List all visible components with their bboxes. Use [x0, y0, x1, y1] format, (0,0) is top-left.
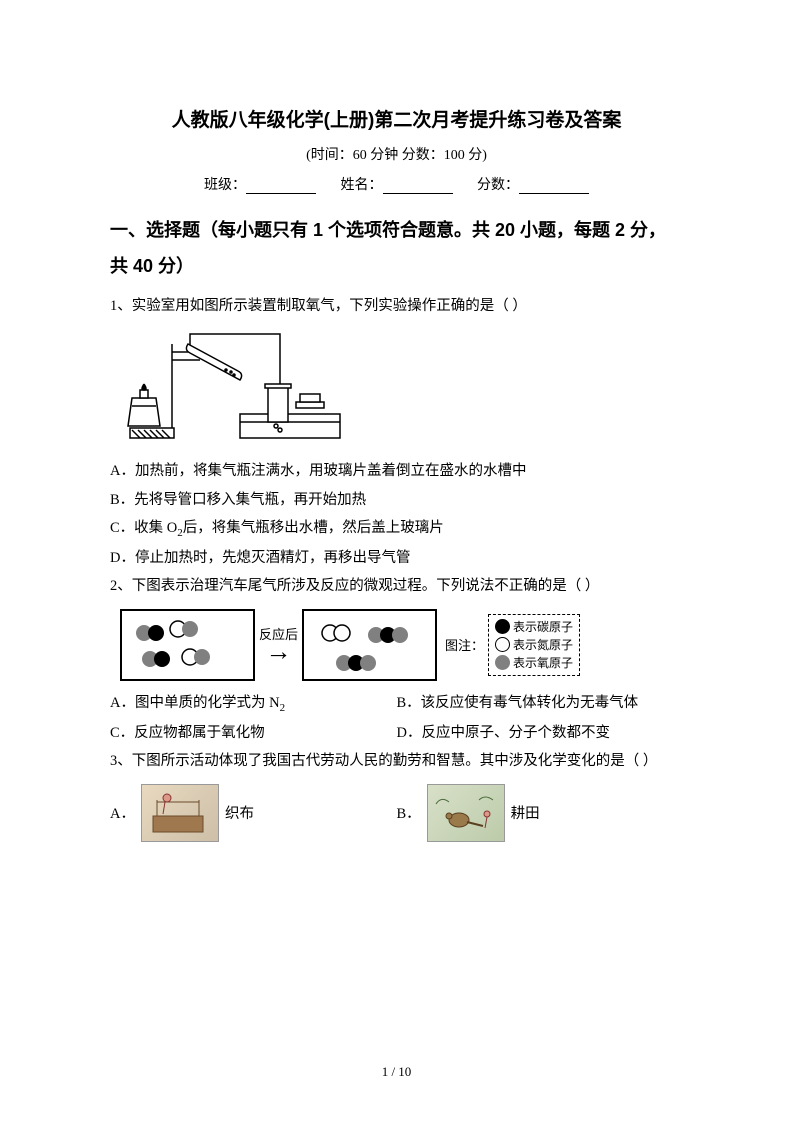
carbon-atom-icon: [495, 619, 510, 634]
q1-option-c: C．收集 O2后，将集气瓶移出水槽，然后盖上玻璃片: [110, 514, 683, 544]
question-3-text: 3、下图所示活动体现了我国古代劳动人民的勤劳和智慧。其中涉及化学变化的是（ ）: [110, 747, 683, 775]
reaction-diagram: 反应后 → 图注： 表示碳原子 表示氮原子 表示氧原子: [120, 609, 683, 681]
nitrogen-atom-icon: [495, 637, 510, 652]
score-blank[interactable]: [519, 178, 589, 194]
score-label: 分数：: [477, 178, 519, 193]
q1-option-a: A．加热前，将集气瓶注满水，用玻璃片盖着倒立在盛水的水槽中: [110, 457, 683, 485]
q3-options-row: A． 织布 B． 耕田: [110, 784, 683, 842]
q3-option-a: A． 织布: [110, 784, 397, 842]
class-blank[interactable]: [246, 178, 316, 194]
question-1-text: 1、实验室用如图所示装置制取氧气，下列实验操作正确的是（ ）: [110, 292, 683, 320]
apparatus-diagram: [120, 326, 350, 446]
q1-option-d: D．停止加热时，先熄灭酒精灯，再移出导气管: [110, 544, 683, 572]
q2-option-d: D．反应中原子、分子个数都不变: [397, 719, 684, 747]
page-title: 人教版八年级化学(上册)第二次月考提升练习卷及答案: [110, 105, 683, 132]
weaving-image: [141, 784, 219, 842]
name-label: 姓名：: [341, 178, 383, 193]
time-score-line: (时间：60 分钟 分数：100 分): [110, 144, 683, 164]
q2-option-c: C．反应物都属于氧化物: [110, 719, 397, 747]
legend-label: 图注：: [445, 635, 484, 654]
plowing-image: [427, 784, 505, 842]
q2-option-a: A．图中单质的化学式为 N2: [110, 689, 397, 719]
section-1-heading: 一、选择题（每小题只有 1 个选项符合题意。共 20 小题，每题 2 分，共 4…: [110, 212, 683, 284]
oxygen-atom-icon: [495, 655, 510, 670]
legend-box: 表示碳原子 表示氮原子 表示氧原子: [488, 614, 580, 676]
page-number: 1 / 10: [0, 1064, 793, 1080]
q3-option-b: B． 耕田: [397, 784, 684, 842]
name-blank[interactable]: [383, 178, 453, 194]
info-line: 班级： 姓名： 分数：: [110, 174, 683, 194]
question-2-text: 2、下图表示治理汽车尾气所涉及反应的微观过程。下列说法不正确的是（ ）: [110, 572, 683, 600]
class-label: 班级：: [204, 178, 246, 193]
q2-option-b: B．该反应使有毒气体转化为无毒气体: [397, 689, 684, 719]
products-box: [302, 609, 437, 681]
q1-option-b: B．先将导管口移入集气瓶，再开始加热: [110, 486, 683, 514]
reactants-box: [120, 609, 255, 681]
arrow-icon: →: [259, 639, 298, 665]
